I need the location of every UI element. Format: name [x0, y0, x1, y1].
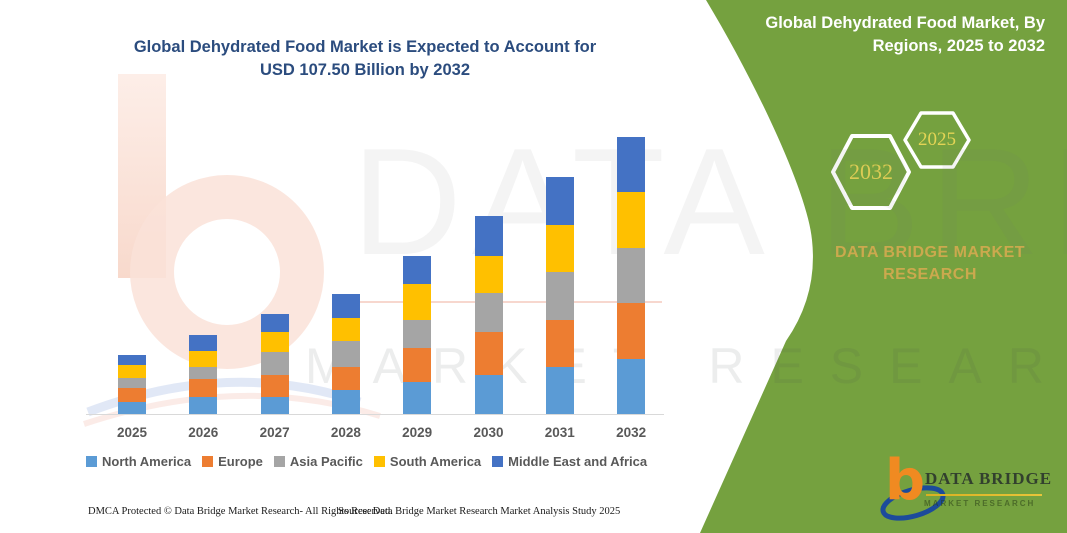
- legend-swatch-icon: [492, 456, 504, 467]
- bar-segment-middle-east-and-africa-2029: [403, 255, 432, 284]
- bar-segment-europe-2030: [474, 332, 503, 376]
- x-axis-label-2027: 2027: [259, 425, 290, 440]
- green-panel-shape: [700, 0, 1067, 533]
- bar-segment-south-america-2031: [545, 224, 574, 272]
- logo-name: DATA BRIDGE: [925, 469, 1053, 488]
- x-axis-line: [86, 414, 664, 415]
- bar-segment-europe-2025: [118, 388, 146, 402]
- bar-segment-asia-pacific-2032: [617, 247, 646, 304]
- bar-segment-europe-2029: [403, 348, 432, 383]
- legend-item-asia-pacific: Asia Pacific: [273, 454, 363, 469]
- panel-title: Global Dehydrated Food Market, By Region…: [765, 14, 1045, 55]
- watermark-databridge-text: DATA BRIDGE: [352, 117, 1067, 287]
- bar-segment-south-america-2026: [189, 350, 218, 367]
- bar-segment-asia-pacific-2030: [474, 293, 503, 333]
- bar-segment-middle-east-and-africa-2031: [545, 177, 574, 225]
- bar-segment-north-america-2027: [260, 396, 289, 414]
- logo-b-icon: b: [885, 448, 926, 513]
- legend-item-north-america: North America: [86, 454, 191, 469]
- x-axis-label-2029: 2029: [402, 425, 433, 440]
- bar-segment-south-america-2025: [118, 365, 146, 378]
- bar-segment-south-america-2030: [474, 255, 503, 294]
- brand-wordmark: DATA BRIDGE MARKET RESEARCH: [805, 242, 1055, 286]
- bar-segment-asia-pacific-2027: [260, 352, 289, 376]
- bar-segment-europe-2028: [331, 367, 360, 391]
- legend-label: Asia Pacific: [289, 454, 363, 469]
- legend-swatch-icon: [273, 456, 285, 467]
- watermark-marketresearch-text: MARKET RESEARCH: [305, 338, 1067, 394]
- legend-item-europe: Europe: [202, 454, 263, 469]
- hexagon-2025-outline: [903, 111, 971, 169]
- bar-column-2028: [331, 294, 360, 414]
- chart-legend: North America Europe Asia Pacific South Ame…: [86, 454, 647, 469]
- bar-segment-south-america-2028: [331, 318, 360, 342]
- bar-segment-north-america-2032: [617, 359, 646, 414]
- bar-column-2026: [189, 334, 218, 414]
- bar-segment-asia-pacific-2026: [189, 366, 218, 379]
- footer-dmca-text: DMCA Protected © Data Bridge Market Rese…: [88, 506, 393, 517]
- legend-swatch-icon: [202, 456, 214, 467]
- bar-segment-asia-pacific-2031: [545, 271, 574, 321]
- x-axis-label-2030: 2030: [473, 425, 504, 440]
- brand-wordmark-line2: RESEARCH: [883, 266, 977, 283]
- chart-title: Global Dehydrated Food Market is Expecte…: [65, 36, 665, 82]
- chart-title-line1: Global Dehydrated Food Market is Expecte…: [133, 38, 597, 56]
- hexagon-2032-outline: [831, 134, 911, 210]
- legend-item-middle-east-and-africa: Middle East and Africa: [492, 454, 647, 469]
- brand-wordmark-line1: DATA BRIDGE MARKET: [834, 244, 1026, 261]
- bar-segment-middle-east-and-africa-2030: [474, 215, 503, 256]
- bar-column-2027: [260, 314, 289, 414]
- watermark-underline-shape: [360, 301, 662, 303]
- x-axis-label-2031: 2031: [544, 425, 575, 440]
- bar-column-2030: [474, 215, 503, 414]
- bar-segment-north-america-2031: [545, 366, 574, 414]
- bar-column-2032: [617, 137, 646, 414]
- legend-label: North America: [102, 454, 192, 469]
- bar-column-2029: [403, 255, 432, 414]
- bar-segment-south-america-2032: [617, 191, 646, 248]
- bar-segment-middle-east-and-africa-2028: [331, 294, 360, 319]
- legend-label: South America: [389, 454, 482, 469]
- bar-segment-north-america-2030: [474, 375, 503, 414]
- bar-segment-north-america-2028: [331, 390, 360, 414]
- bar-segment-asia-pacific-2025: [118, 377, 146, 389]
- bar-segment-middle-east-and-africa-2027: [260, 314, 289, 333]
- chart-title-line2: USD 107.50 Billion by 2032: [259, 61, 470, 79]
- bar-segment-europe-2026: [189, 378, 218, 397]
- x-axis-label-2026: 2026: [188, 425, 219, 440]
- bar-segment-north-america-2029: [403, 382, 432, 414]
- bar-segment-south-america-2027: [260, 332, 289, 353]
- bar-segment-middle-east-and-africa-2026: [189, 334, 218, 351]
- legend-item-south-america: South America: [373, 454, 482, 469]
- bar-segment-europe-2031: [545, 320, 574, 367]
- legend-label: Europe: [218, 454, 263, 469]
- bar-segment-europe-2032: [617, 303, 646, 360]
- hexagon-2032-label: 2032: [849, 159, 893, 184]
- bar-column-2025: [118, 354, 146, 414]
- logo-underline: [926, 494, 1042, 496]
- bar-segment-middle-east-and-africa-2032: [617, 137, 646, 192]
- legend-label: Middle East and Africa: [508, 454, 648, 469]
- footer-source-text: Source: Data Bridge Market Research Mark…: [338, 506, 621, 517]
- legend-swatch-icon: [86, 456, 97, 467]
- bar-segment-europe-2027: [260, 375, 289, 397]
- x-axis-label-2025: 2025: [116, 425, 148, 440]
- legend-swatch-icon: [373, 456, 385, 467]
- bar-segment-asia-pacific-2028: [331, 341, 360, 368]
- bar-segment-south-america-2029: [403, 283, 432, 321]
- bar-column-2031: [545, 177, 574, 414]
- hexagon-2025-label: 2025: [918, 129, 956, 150]
- x-axis-label-2028: 2028: [330, 425, 361, 440]
- logo-tagline: MARKET RESEARCH: [924, 499, 1036, 508]
- x-axis-label-2032: 2032: [616, 425, 647, 440]
- bar-segment-middle-east-and-africa-2025: [118, 354, 146, 366]
- bar-segment-north-america-2025: [118, 401, 146, 414]
- bar-segment-north-america-2026: [189, 396, 218, 414]
- bar-segment-asia-pacific-2029: [403, 320, 432, 349]
